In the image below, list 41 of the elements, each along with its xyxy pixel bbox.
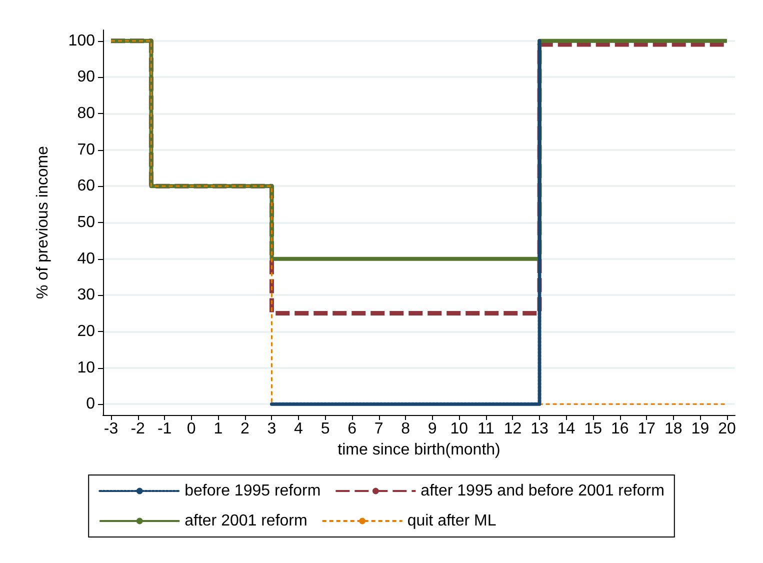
x-axis-title: time since birth(month) xyxy=(338,441,500,458)
y-tick-label: 50 xyxy=(77,214,96,231)
x-tick-label: 20 xyxy=(718,420,736,438)
x-tick-label: -1 xyxy=(157,420,172,438)
x-tick-label: 11 xyxy=(478,420,494,438)
x-tick-label: 13 xyxy=(530,420,549,438)
x-tick-label: 15 xyxy=(584,420,602,438)
y-tick-label: 80 xyxy=(77,105,96,122)
x-tick-label: 12 xyxy=(504,420,522,438)
x-tick-label: 17 xyxy=(638,420,656,438)
x-tick-label: 19 xyxy=(691,420,710,438)
y-tick-label: 10 xyxy=(77,359,96,376)
x-tick-label: 9 xyxy=(428,420,437,438)
y-tick-label: 20 xyxy=(77,322,96,340)
legend-label: quit after ML xyxy=(407,512,496,530)
y-axis-title: % of previous income xyxy=(34,146,52,299)
legend-label: after 2001 reform xyxy=(184,512,308,530)
x-tick-label: 2 xyxy=(240,420,250,438)
y-tick-label: 90 xyxy=(77,68,96,86)
x-tick-label: 6 xyxy=(348,420,357,438)
x-tick-label: 18 xyxy=(664,420,682,438)
y-tick-label: 0 xyxy=(86,396,96,413)
x-tick-label: 5 xyxy=(320,420,330,438)
x-tick-label: 4 xyxy=(294,420,304,438)
y-tick-label: 60 xyxy=(77,178,96,195)
y-tick-label: 40 xyxy=(77,250,96,268)
x-tick-label: 8 xyxy=(401,420,410,438)
x-tick-label: 10 xyxy=(450,420,468,438)
legend-label: after 1995 and before 2001 reform xyxy=(420,482,664,500)
legend-label: before 1995 reform xyxy=(184,482,321,500)
x-tick-label: 3 xyxy=(267,420,276,438)
y-tick-label: 100 xyxy=(68,32,96,50)
x-tick-label: 7 xyxy=(374,420,384,438)
y-tick-label: 30 xyxy=(77,286,96,304)
y-tick-label: 70 xyxy=(77,141,96,158)
x-tick-label: -3 xyxy=(104,420,118,438)
x-tick-label: 14 xyxy=(557,420,576,438)
x-tick-label: 0 xyxy=(186,420,196,438)
x-tick-label: 1 xyxy=(214,420,223,438)
x-tick-label: 16 xyxy=(610,420,629,438)
x-tick-label: -2 xyxy=(130,420,146,438)
